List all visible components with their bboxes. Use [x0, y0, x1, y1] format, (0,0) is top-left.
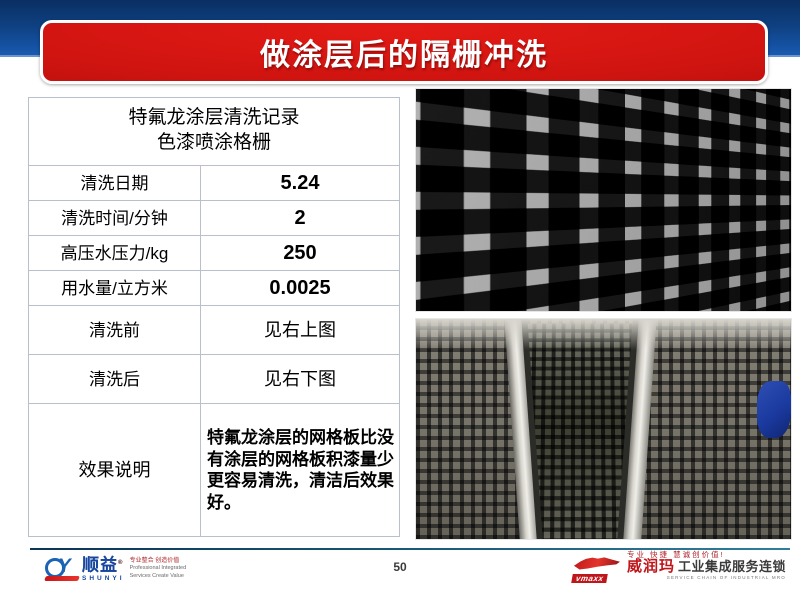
shunyi-name-cn: 顺益® — [82, 555, 125, 574]
cleaning-record-table: 特氟龙涂层清洗记录 色漆喷涂格栅 清洗日期 5.24 清洗时间/分钟 2 高压水… — [27, 96, 401, 538]
table-header-line2: 色漆喷涂格栅 — [157, 131, 272, 153]
row-label-wash-date: 清洗日期 — [28, 165, 201, 202]
blue-object — [757, 380, 791, 438]
table-header-line1: 特氟龙涂层清洗记录 — [128, 107, 300, 128]
table-row: 用水量/立方米 0.0025 — [28, 270, 401, 307]
footer-divider — [30, 548, 790, 550]
row-label-water-pressure: 高压水压力/kg — [28, 235, 201, 272]
mesh-graphic — [416, 89, 791, 311]
vmaxx-name-en: SERVICE CHAIN OF INDUSTRIAL MRO — [666, 575, 786, 580]
shunyi-tagline: 专业整合 创造价值 Professional Integrated Servic… — [130, 558, 187, 581]
row-value-wash-date: 5.24 — [199, 165, 401, 202]
table-row: 清洗前 见右上图 — [28, 305, 401, 356]
vmaxx-brand-tag: vmaxx — [571, 574, 609, 583]
mesh-shading — [416, 89, 791, 311]
vmaxx-name-cn2: 工业集成服务连锁 — [677, 559, 786, 574]
photo-grating-closeup — [415, 88, 792, 312]
table-row-header: 特氟龙涂层清洗记录 色漆喷涂格栅 — [27, 96, 401, 167]
row-value-wash-time: 2 — [199, 200, 401, 237]
table-header-cell: 特氟龙涂层清洗记录 色漆喷涂格栅 — [27, 96, 401, 167]
shunyi-tagline-cn: 专业整合 创造价值 — [129, 557, 180, 564]
row-label-wash-time: 清洗时间/分钟 — [28, 200, 201, 237]
shunyi-name-en: SHUNYI — [82, 574, 125, 582]
row-label-before-wash: 清洗前 — [28, 305, 201, 356]
table-row: 高压水压力/kg 250 — [28, 235, 401, 272]
row-value-before-wash: 见右上图 — [199, 305, 401, 356]
vmaxx-logo: vmaxx 专业 快捷 慧诚创价值! 威润玛 工业集成服务连锁 SERVICE … — [571, 550, 786, 583]
registered-mark-icon: ® — [118, 560, 124, 567]
vmaxx-name-cn: 威润玛 — [626, 558, 675, 575]
row-value-water-volume: 0.0025 — [199, 270, 401, 307]
row-value-after-wash: 见右下图 — [199, 354, 401, 405]
row-label-water-volume: 用水量/立方米 — [28, 270, 201, 307]
sy-monogram-icon: Y — [44, 556, 80, 581]
vmaxx-text-block: 专业 快捷 慧诚创价值! 威润玛 工业集成服务连锁 SERVICE CHAIN … — [627, 550, 786, 583]
running-horse-icon: vmaxx — [571, 555, 624, 583]
floor-background-haze — [416, 319, 791, 350]
shunyi-logo: Y 顺益® SHUNYI 专业整合 创造价值 Professional Inte… — [44, 554, 187, 584]
table-row: 清洗后 见右下图 — [28, 354, 401, 405]
title-banner: 做涂层后的隔栅冲洗 — [40, 20, 768, 84]
page-title: 做涂层后的隔栅冲洗 — [260, 39, 548, 72]
shunyi-name-cn-text: 顺益 — [82, 555, 118, 575]
shunyi-tagline-en2: Services Create Value — [129, 572, 184, 579]
sy-letter-y: Y — [58, 556, 71, 577]
floor-graphic — [416, 319, 791, 539]
row-label-after-wash: 清洗后 — [28, 354, 201, 405]
photo-floor-grating — [415, 318, 792, 540]
vmaxx-tagline-cn: 专业 快捷 慧诚创价值! — [626, 550, 725, 559]
horse-silhouette — [573, 557, 620, 570]
page-number: 50 — [393, 560, 407, 574]
sy-swoosh-shape — [44, 576, 80, 581]
shunyi-tagline-en1: Professional Integrated — [129, 565, 187, 572]
table-row: 清洗日期 5.24 — [28, 165, 401, 202]
table-row: 效果说明 特氟龙涂层的网格板比没有涂层的网格板积漆量少更容易清洗，清洁后效果好。 — [28, 403, 401, 538]
row-label-effect-note: 效果说明 — [28, 403, 201, 538]
row-value-effect-note: 特氟龙涂层的网格板比没有涂层的网格板积漆量少更容易清洗，清洁后效果好。 — [199, 403, 401, 538]
row-value-water-pressure: 250 — [199, 235, 401, 272]
vmaxx-name-row: 威润玛 工业集成服务连锁 — [626, 558, 786, 575]
table-row: 清洗时间/分钟 2 — [28, 200, 401, 237]
